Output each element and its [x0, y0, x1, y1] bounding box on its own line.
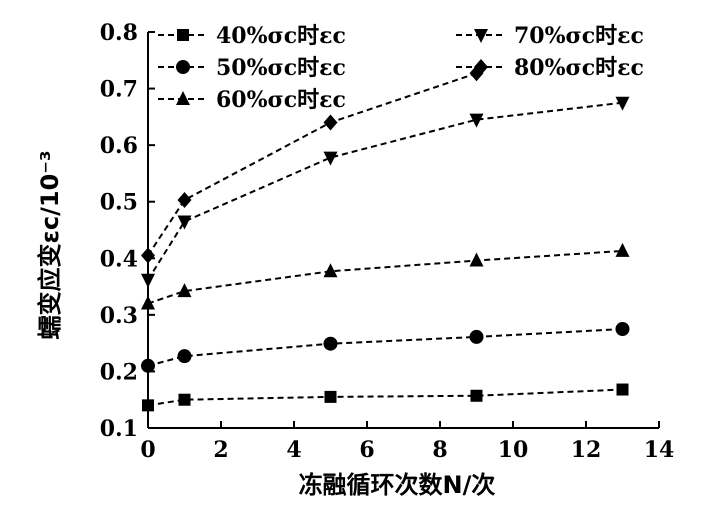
x-tick-label: 4	[286, 437, 301, 463]
y-tick-label: 0.6	[100, 133, 138, 159]
x-tick-label: 12	[571, 437, 602, 463]
legend-label: 40%σc时εc	[216, 23, 346, 49]
data-point	[177, 349, 192, 364]
x-tick-label: 6	[359, 437, 374, 463]
legend-item: 80%σc时εc	[456, 55, 644, 81]
series-line	[147, 388, 623, 407]
data-point	[323, 263, 338, 278]
data-point	[323, 114, 338, 131]
y-tick-label: 0.4	[100, 246, 138, 272]
y-tick-label: 0.5	[100, 190, 138, 216]
x-tick-label: 8	[432, 437, 447, 463]
legend-item: 60%σc时εc	[158, 87, 346, 113]
y-tick-label: 0.8	[100, 20, 138, 46]
data-point	[141, 358, 155, 373]
legend-item: 40%σc时εc	[158, 23, 346, 49]
x-tick-label: 14	[644, 437, 675, 463]
series-1	[141, 322, 630, 373]
series-line	[147, 328, 623, 367]
y-tick-label: 0.7	[100, 77, 138, 103]
legend-label: 80%σc时εc	[514, 55, 644, 81]
series-line	[147, 101, 623, 281]
y-tick-label: 0.3	[100, 303, 138, 329]
data-point	[141, 295, 155, 310]
legend: 40%σc时εc 50%σc时εc 60%σc时εc 70%σc时εc 80%σc时εc	[158, 23, 644, 113]
data-point	[177, 283, 192, 298]
legend-marker	[474, 59, 488, 75]
legend-marker	[176, 60, 190, 74]
legend-item: 70%σc时εc	[456, 23, 644, 49]
series-0	[142, 383, 629, 412]
y-tick-label: 0.2	[100, 359, 138, 385]
series-line	[147, 72, 477, 257]
data-point	[141, 247, 155, 264]
x-tick-label: 2	[213, 437, 228, 463]
data-point	[470, 389, 483, 402]
data-point	[615, 96, 630, 111]
data-point	[141, 273, 155, 288]
series-group	[141, 65, 630, 412]
data-point	[142, 399, 154, 412]
data-point	[616, 383, 629, 396]
legend-item: 50%σc时εc	[158, 55, 346, 81]
series-2	[141, 242, 630, 310]
data-point	[615, 242, 630, 257]
legend-label: 50%σc时εc	[216, 55, 346, 81]
legend-marker	[474, 29, 488, 43]
data-point	[469, 113, 484, 128]
y-axis-label: 蠕变应变εc/10⁻³	[36, 151, 64, 340]
series-line	[147, 249, 623, 305]
series-3	[141, 96, 630, 288]
x-axis-label: 冻融循环次数N/次	[299, 471, 496, 499]
data-point	[324, 390, 337, 403]
legend-marker	[177, 29, 189, 41]
data-point	[615, 322, 630, 336]
data-point	[323, 336, 338, 351]
data-point	[177, 215, 192, 230]
x-tick-label: 0	[140, 437, 155, 463]
data-point	[323, 151, 338, 166]
x-tick-label: 10	[498, 437, 529, 463]
data-point	[177, 192, 192, 209]
legend-marker	[176, 91, 190, 105]
data-point	[469, 329, 484, 344]
legend-label: 60%σc时εc	[216, 87, 346, 113]
axes: 0 2 4 6 8 10 12 14 0.1 0.2 0.3 0.4 0.5 0.6 0.7 0.8	[100, 20, 675, 463]
legend-label: 70%σc时εc	[514, 23, 644, 49]
data-point	[178, 393, 191, 406]
data-point	[469, 252, 484, 267]
y-tick-label: 0.1	[100, 416, 138, 442]
